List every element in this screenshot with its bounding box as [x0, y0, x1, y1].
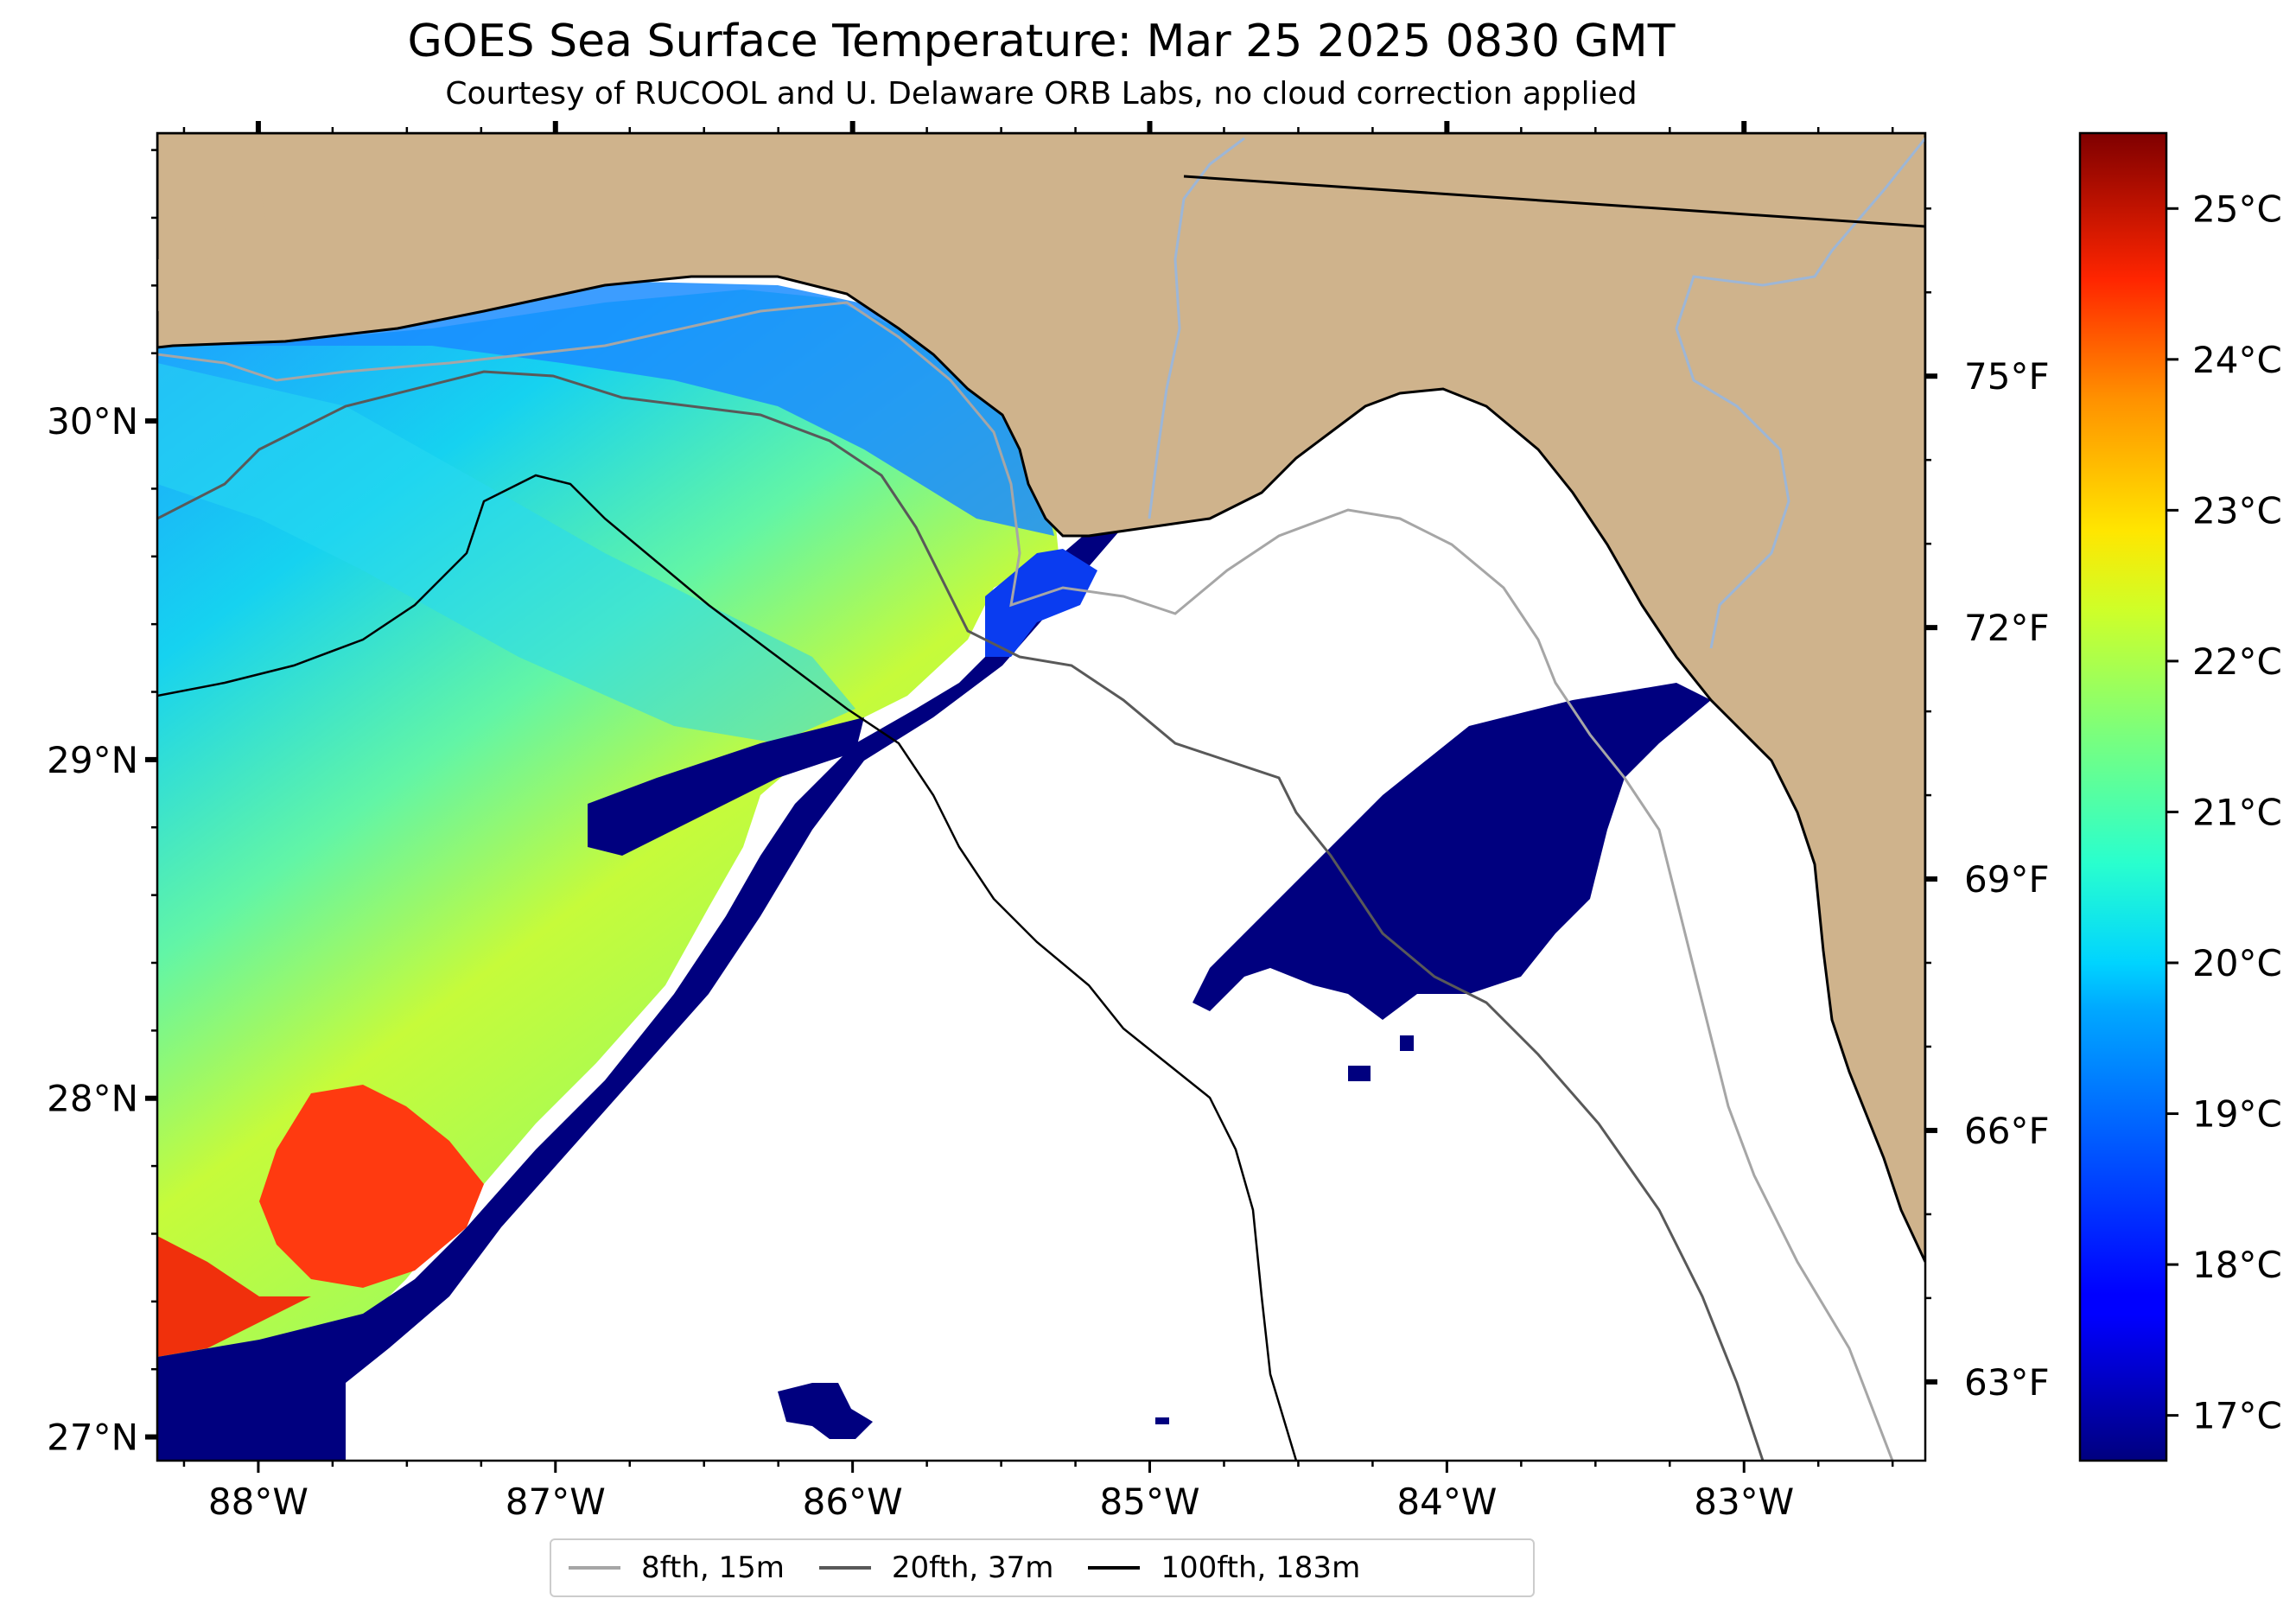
- f-tick-label: 63°F: [1964, 1361, 2050, 1404]
- sst-cold-speck: [1348, 1066, 1371, 1081]
- sst-cold-speck: [1155, 1417, 1169, 1424]
- lat-tick-label: 28°N: [47, 1078, 138, 1120]
- river-apalachicola: [1148, 137, 1245, 519]
- sst-cold-edge: [157, 467, 1175, 1461]
- legend-item-20fth: 20fth, 37m: [818, 1551, 1054, 1585]
- legend-item-8fth: 8fth, 15m: [569, 1551, 785, 1585]
- legend-label-8fth: 8fth, 15m: [641, 1551, 785, 1585]
- latitude-ticks: 30°N 29°N 28°N 27°N: [47, 149, 157, 1459]
- legend-line-100fth: [1088, 1566, 1141, 1570]
- isobath-8fth: [157, 301, 1894, 1461]
- sst-cold-patch-east: [1193, 683, 1711, 1020]
- legend-label-100fth: 100fth, 183m: [1161, 1551, 1361, 1585]
- lat-tick-label: 30°N: [47, 400, 138, 443]
- lon-tick-label: 84°W: [1396, 1481, 1497, 1523]
- sst-hot-spot: [259, 1085, 484, 1288]
- f-tick-label: 72°F: [1964, 607, 2050, 649]
- colorbar-tick-label: 17°C: [2192, 1395, 2282, 1437]
- map-frame: [156, 131, 1927, 1462]
- colorbar-tick-label: 24°C: [2192, 339, 2282, 381]
- sst-blue-nearshore: [157, 281, 1054, 536]
- lat-tick-label: 27°N: [47, 1417, 138, 1459]
- lon-tick-label: 83°W: [1694, 1481, 1794, 1523]
- longitude-ticks: 88°W 87°W 86°W 85°W 84°W 83°W: [182, 121, 1894, 1523]
- f-tick-label: 66°F: [1964, 1110, 2050, 1152]
- lat-tick-label: 29°N: [47, 739, 138, 781]
- isobath-legend: 8fth, 15m 20fth, 37m 100fth, 183m: [550, 1538, 1535, 1597]
- lon-tick-label: 87°W: [506, 1481, 606, 1523]
- legend-label-20fth: 20fth, 37m: [891, 1551, 1054, 1585]
- map-layers: [157, 133, 1925, 1461]
- colorbar: [2078, 131, 2168, 1462]
- sst-cold-filament: [588, 717, 864, 856]
- sst-cyan-band: [157, 363, 855, 743]
- colorbar-tick-label: 18°C: [2192, 1244, 2282, 1286]
- river-suwannee: [1675, 137, 1925, 649]
- f-tick-label: 69°F: [1964, 858, 2050, 901]
- lon-tick-label: 86°W: [803, 1481, 903, 1523]
- lon-tick-label: 88°W: [208, 1481, 308, 1523]
- colorbar-tick-label: 22°C: [2192, 640, 2282, 683]
- f-tick-label: 75°F: [1964, 355, 2050, 398]
- colorbar-tick-label: 25°C: [2192, 188, 2282, 230]
- colorbar-tick-label: 21°C: [2192, 791, 2282, 833]
- colorbar-ticks: 25°C 24°C 23°C 22°C 21°C 20°C 19°C 18°C 17°C: [2166, 188, 2282, 1437]
- land-pensacola-peninsula: [157, 173, 268, 311]
- legend-line-20fth: [818, 1566, 871, 1570]
- colorbar-tick-label: 23°C: [2192, 489, 2282, 532]
- legend-line-8fth: [569, 1566, 620, 1570]
- colorbar-tick-label: 19°C: [2192, 1093, 2282, 1136]
- map-subtitle: Courtesy of RUCOOL and U. Delaware ORB L…: [445, 76, 1638, 111]
- land-mainland: [157, 133, 1925, 1263]
- legend-item-100fth: 100fth, 183m: [1088, 1551, 1360, 1585]
- map-title: GOES Sea Surface Temperature: Mar 25 202…: [407, 16, 1676, 67]
- lon-tick-label: 85°W: [1100, 1481, 1200, 1523]
- state-boundary: [1183, 175, 1925, 228]
- colorbar-tick-label: 20°C: [2192, 942, 2282, 984]
- isobath-20fth: [157, 370, 1765, 1461]
- isobath-100fth: [157, 474, 1298, 1461]
- sst-hot-southwest: [157, 1236, 311, 1357]
- sst-cold-patch-south: [778, 1383, 873, 1439]
- fahrenheit-ticks: 75°F 72°F 69°F 66°F 63°F: [1925, 207, 2050, 1404]
- sst-cold-speck: [1400, 1035, 1414, 1051]
- sst-apalachee-blue: [985, 549, 1097, 657]
